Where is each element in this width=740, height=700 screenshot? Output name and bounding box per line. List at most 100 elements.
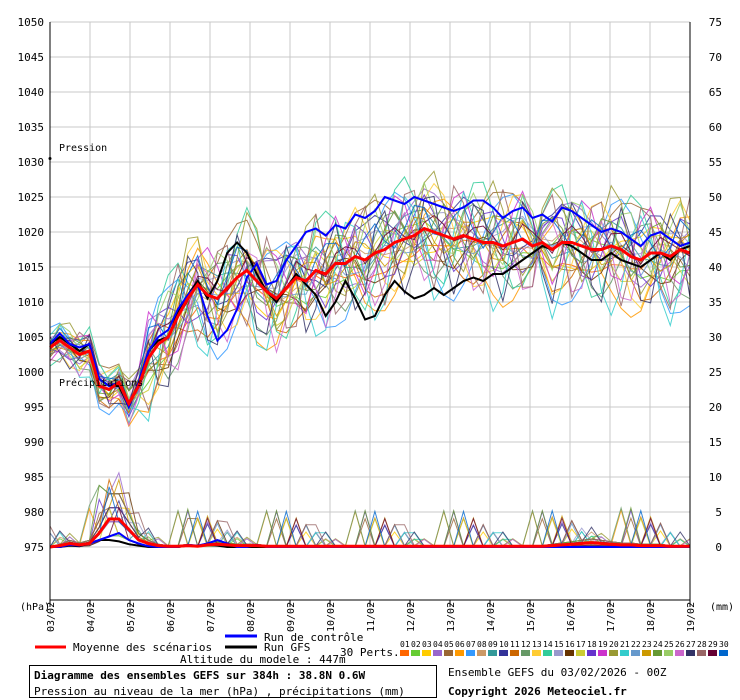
pert-swatch bbox=[598, 650, 607, 656]
y-right-tick-label: 40 bbox=[709, 261, 722, 274]
pert-number: 24 bbox=[653, 640, 663, 649]
y-left-tick-label: 1030 bbox=[18, 156, 45, 169]
pert-number: 30 bbox=[719, 640, 729, 649]
mean-pressure-line bbox=[49, 226, 691, 407]
y-left-tick-label: 1000 bbox=[18, 366, 45, 379]
pert-number: 29 bbox=[708, 640, 718, 649]
unit-left-label: (hPa) bbox=[20, 602, 50, 613]
x-tick-label: 10/02 bbox=[326, 602, 337, 632]
y-right-tick-label: 15 bbox=[709, 436, 722, 449]
pert-number: 13 bbox=[532, 640, 542, 649]
pert-number: 15 bbox=[554, 640, 564, 649]
pert-swatch bbox=[587, 650, 596, 656]
pert-swatch bbox=[719, 650, 728, 656]
y-right-tick-label: 0 bbox=[715, 541, 722, 554]
pert-number: 11 bbox=[510, 640, 520, 649]
pert-number: 04 bbox=[433, 640, 443, 649]
pert-number: 02 bbox=[411, 640, 421, 649]
y-left-tick-label: 1040 bbox=[18, 86, 45, 99]
x-tick-label: 09/02 bbox=[286, 602, 297, 632]
pert-swatch bbox=[499, 650, 508, 656]
y-left-tick-label: 985 bbox=[24, 471, 44, 484]
x-tick-label: 07/02 bbox=[206, 602, 217, 632]
x-tick-label: 06/02 bbox=[166, 602, 177, 632]
y-right-tick-label: 55 bbox=[709, 156, 722, 169]
pert-number: 27 bbox=[686, 640, 696, 649]
gfs-legend-label: Run GFS bbox=[264, 641, 310, 654]
y-left-tick-label: 1025 bbox=[18, 191, 45, 204]
pert-number: 09 bbox=[488, 640, 498, 649]
pert-swatch bbox=[532, 650, 541, 656]
y-left-tick-label: 990 bbox=[24, 436, 44, 449]
pert-swatch bbox=[642, 650, 651, 656]
perturbation-line bbox=[49, 204, 691, 408]
y-left-tick-label: 1020 bbox=[18, 226, 45, 239]
y-left-tick-label: 1005 bbox=[18, 331, 45, 344]
x-tick-label: 18/02 bbox=[646, 602, 657, 632]
pert-swatch bbox=[697, 650, 706, 656]
pert-number: 18 bbox=[587, 640, 597, 649]
x-tick-label: 04/02 bbox=[86, 602, 97, 632]
pert-number: 10 bbox=[499, 640, 509, 649]
chart-grid bbox=[49, 21, 691, 548]
pert-swatch bbox=[708, 650, 717, 656]
pert-number: 05 bbox=[444, 640, 454, 649]
y-right-tick-label: 35 bbox=[709, 296, 722, 309]
pert-swatch bbox=[675, 650, 684, 656]
mean-legend-label: Moyenne des scénarios bbox=[73, 641, 212, 654]
pert-swatch bbox=[411, 650, 420, 656]
x-tick-label: 03/02 bbox=[46, 602, 57, 632]
y-left-tick-label: 980 bbox=[24, 506, 44, 519]
pert-swatch bbox=[422, 650, 431, 656]
x-tick-label: 14/02 bbox=[486, 602, 497, 632]
pert-number: 22 bbox=[631, 640, 641, 649]
pert-number: 19 bbox=[598, 640, 608, 649]
pert-swatch bbox=[433, 650, 442, 656]
y-right-tick-label: 5 bbox=[715, 506, 722, 519]
x-tick-label: 05/02 bbox=[126, 602, 137, 632]
pert-swatch bbox=[521, 650, 530, 656]
perturbation-line bbox=[49, 211, 691, 427]
precip-annotation: Précipitations bbox=[59, 377, 143, 389]
control-pressure-line bbox=[49, 195, 691, 410]
pert-number: 20 bbox=[609, 640, 619, 649]
y-right-tick-label: 30 bbox=[709, 331, 722, 344]
y-right-tick-label: 50 bbox=[709, 191, 722, 204]
pert-number: 03 bbox=[422, 640, 432, 649]
pert-swatch bbox=[455, 650, 464, 656]
perturbation-line bbox=[49, 175, 691, 425]
pert-swatch bbox=[554, 650, 563, 656]
x-tick-label: 12/02 bbox=[406, 602, 417, 632]
x-tick-label: 17/02 bbox=[606, 602, 617, 632]
pert-number: 21 bbox=[620, 640, 630, 649]
y-left-tick-label: 995 bbox=[24, 401, 44, 414]
y-left-tick-label: 1035 bbox=[18, 121, 45, 134]
pert-number: 17 bbox=[576, 640, 586, 649]
pert-swatch bbox=[664, 650, 673, 656]
pressure-marker-dot bbox=[48, 157, 52, 160]
perturbation-line bbox=[49, 209, 691, 400]
pert-swatch bbox=[400, 650, 409, 656]
perturbation-line bbox=[49, 184, 691, 412]
pressure-annotation: Pression bbox=[59, 143, 107, 154]
pert-number: 06 bbox=[455, 640, 465, 649]
pert-swatch bbox=[565, 650, 574, 656]
pert-swatch bbox=[631, 650, 640, 656]
y-left-tick-label: 1010 bbox=[18, 296, 45, 309]
pert-number: 07 bbox=[466, 640, 476, 649]
pert-number: 16 bbox=[565, 640, 575, 649]
perts-legend-label: 30 Perts. bbox=[340, 646, 400, 659]
control-legend-label: Run de contrôle bbox=[264, 631, 363, 644]
x-tick-label: 08/02 bbox=[246, 602, 257, 632]
y-left-tick-label: 975 bbox=[24, 541, 44, 554]
run-info: Ensemble GEFS du 03/02/2026 - 00Z bbox=[448, 666, 667, 679]
pert-swatch bbox=[444, 650, 453, 656]
pert-number: 12 bbox=[521, 640, 531, 649]
pert-swatch bbox=[576, 650, 585, 656]
unit-right-label: (mm) bbox=[710, 602, 734, 613]
y-right-tick-label: 20 bbox=[709, 401, 722, 414]
x-tick-label: 19/02 bbox=[686, 602, 697, 632]
y-right-tick-label: 75 bbox=[709, 16, 722, 29]
pert-number: 26 bbox=[675, 640, 685, 649]
